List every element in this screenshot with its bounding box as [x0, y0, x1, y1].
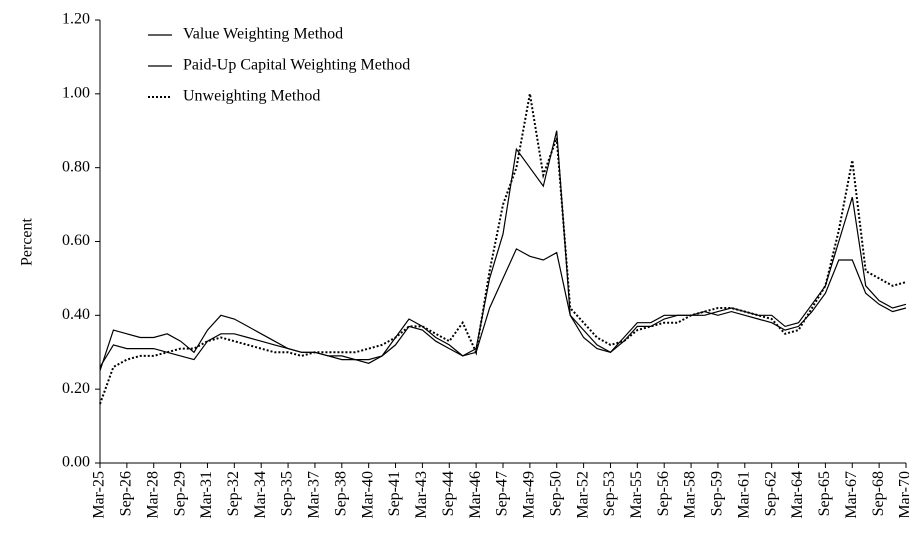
- legend-label: Value Weighting Method: [183, 26, 343, 43]
- y-tick-label: 0.20: [62, 380, 90, 397]
- x-tick-label: Sep-32: [225, 471, 242, 516]
- y-tick-label: 1.20: [62, 11, 90, 28]
- y-axis-label: Percent: [19, 217, 36, 266]
- x-tick-label: Sep-41: [386, 471, 403, 516]
- x-tick-label: Sep-62: [762, 471, 779, 516]
- x-tick-label: Mar-34: [252, 471, 269, 519]
- x-tick-label: Mar-70: [897, 471, 909, 519]
- x-tick-label: Mar-52: [574, 471, 591, 519]
- legend-label: Unweighting Method: [183, 88, 320, 105]
- x-tick-label: Mar-58: [682, 471, 699, 519]
- x-tick-label: Sep-29: [171, 471, 188, 516]
- x-tick-label: Sep-65: [816, 471, 833, 516]
- x-tick-label: Sep-44: [440, 471, 457, 516]
- x-tick-label: Mar-55: [628, 471, 645, 519]
- x-tick-label: Sep-35: [279, 471, 296, 516]
- x-tick-label: Mar-43: [413, 471, 430, 519]
- x-tick-label: Sep-47: [494, 471, 511, 516]
- x-tick-label: Sep-53: [601, 471, 618, 516]
- y-tick-label: 0.60: [62, 232, 90, 249]
- y-tick-label: 0.40: [62, 306, 90, 323]
- x-tick-label: Sep-26: [118, 471, 135, 516]
- y-tick-label: 0.00: [62, 454, 90, 471]
- x-tick-label: Mar-31: [198, 471, 215, 519]
- x-tick-label: Sep-59: [709, 471, 726, 516]
- series-line: [99, 130, 907, 371]
- x-tick-label: Sep-50: [547, 471, 564, 516]
- series-line: [99, 93, 907, 405]
- x-tick-label: Sep-38: [332, 471, 349, 516]
- x-tick-label: Mar-64: [789, 471, 806, 519]
- y-tick-label: 1.00: [62, 85, 90, 102]
- x-tick-label: Mar-67: [843, 471, 860, 519]
- x-tick-label: Mar-37: [306, 471, 323, 519]
- x-tick-label: Mar-46: [467, 471, 484, 519]
- legend-label: Paid-Up Capital Weighting Method: [183, 57, 410, 74]
- x-tick-label: Mar-49: [521, 471, 538, 519]
- x-tick-label: Mar-25: [91, 471, 108, 519]
- series-line: [99, 248, 907, 368]
- x-tick-label: Mar-40: [359, 471, 376, 519]
- x-tick-label: Mar-28: [144, 471, 161, 519]
- y-tick-label: 0.80: [62, 158, 90, 175]
- x-tick-label: Sep-68: [870, 471, 887, 516]
- x-tick-label: Sep-56: [655, 471, 672, 516]
- x-tick-label: Mar-61: [735, 471, 752, 519]
